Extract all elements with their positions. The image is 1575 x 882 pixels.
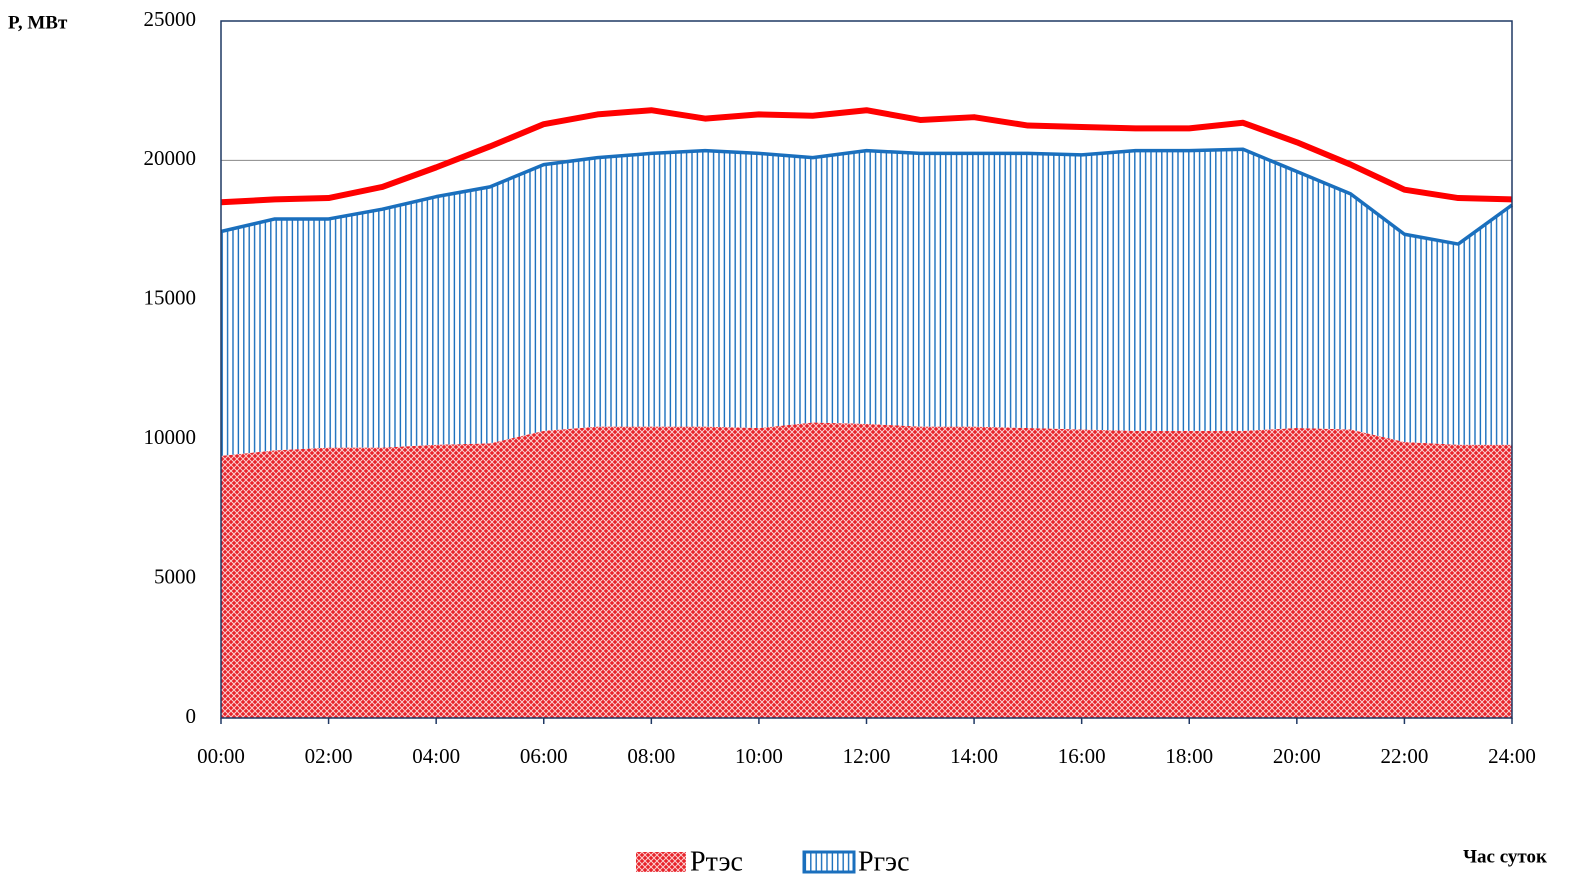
- y-tick-label: 20000: [144, 146, 197, 170]
- y-tick-label: 25000: [144, 7, 197, 31]
- y-axis-label: P, MВт: [8, 12, 68, 33]
- x-tick-label: 08:00: [627, 744, 675, 768]
- legend-swatch: [802, 850, 856, 874]
- x-tick-label: 10:00: [735, 744, 783, 768]
- area-edge: [220, 147, 1514, 246]
- y-tick-label: 15000: [144, 286, 197, 310]
- x-tick-label: 00:00: [197, 744, 245, 768]
- x-tick-label: 04:00: [412, 744, 460, 768]
- y-tick-label: 5000: [154, 564, 196, 588]
- line: [220, 107, 1513, 206]
- legend-label: Pтэс: [690, 846, 743, 877]
- x-tick-label: 16:00: [1058, 744, 1106, 768]
- area: [221, 149, 1512, 456]
- legend-swatch: [636, 852, 686, 872]
- y-tick-label: 10000: [144, 425, 197, 449]
- x-tick-label: 14:00: [950, 744, 998, 768]
- x-tick-label: 02:00: [305, 744, 353, 768]
- x-tick-label: 24:00: [1488, 744, 1536, 768]
- x-tick-label: 06:00: [520, 744, 568, 768]
- area: [221, 422, 1512, 718]
- x-tick-label: 22:00: [1380, 744, 1428, 768]
- legend-label: Pгэс: [858, 846, 910, 877]
- x-tick-label: 18:00: [1165, 744, 1213, 768]
- y-tick-label: 0: [186, 704, 197, 728]
- x-tick-label: 12:00: [843, 744, 891, 768]
- x-tick-label: 20:00: [1273, 744, 1321, 768]
- x-axis-label: Час суток: [1463, 846, 1547, 867]
